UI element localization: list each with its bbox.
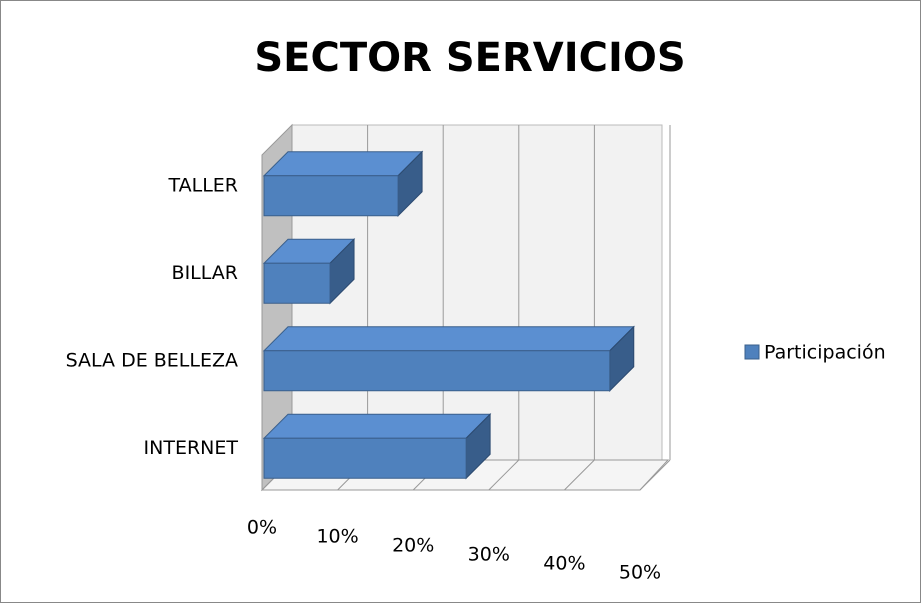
y-tick-label: BILLAR [172,262,238,284]
x-tick-label: 20% [392,535,434,557]
legend-swatch [744,344,760,360]
x-tick-label: 30% [468,544,510,566]
y-tick-label: TALLER [167,174,238,196]
x-tick-label: 50% [619,562,661,584]
y-tick-label: SALA DE BELLEZA [66,349,238,371]
x-tick-label: 0% [247,517,277,539]
bar [263,262,331,304]
bar [263,350,611,392]
y-tick-label: INTERNET [144,437,239,459]
bar-top [262,326,635,352]
floor-grid-line [564,459,595,491]
floor-grid-line [488,459,520,491]
bar [263,437,467,479]
x-tick-label: 10% [316,526,358,548]
floor-grid-line [639,459,671,491]
bar [263,175,399,217]
bar-top [262,413,492,439]
legend-label: Participación [764,342,886,364]
chart-title: SECTOR SERVICIOS [254,35,685,81]
x-tick-label: 40% [543,553,585,575]
bar-top [262,151,424,177]
